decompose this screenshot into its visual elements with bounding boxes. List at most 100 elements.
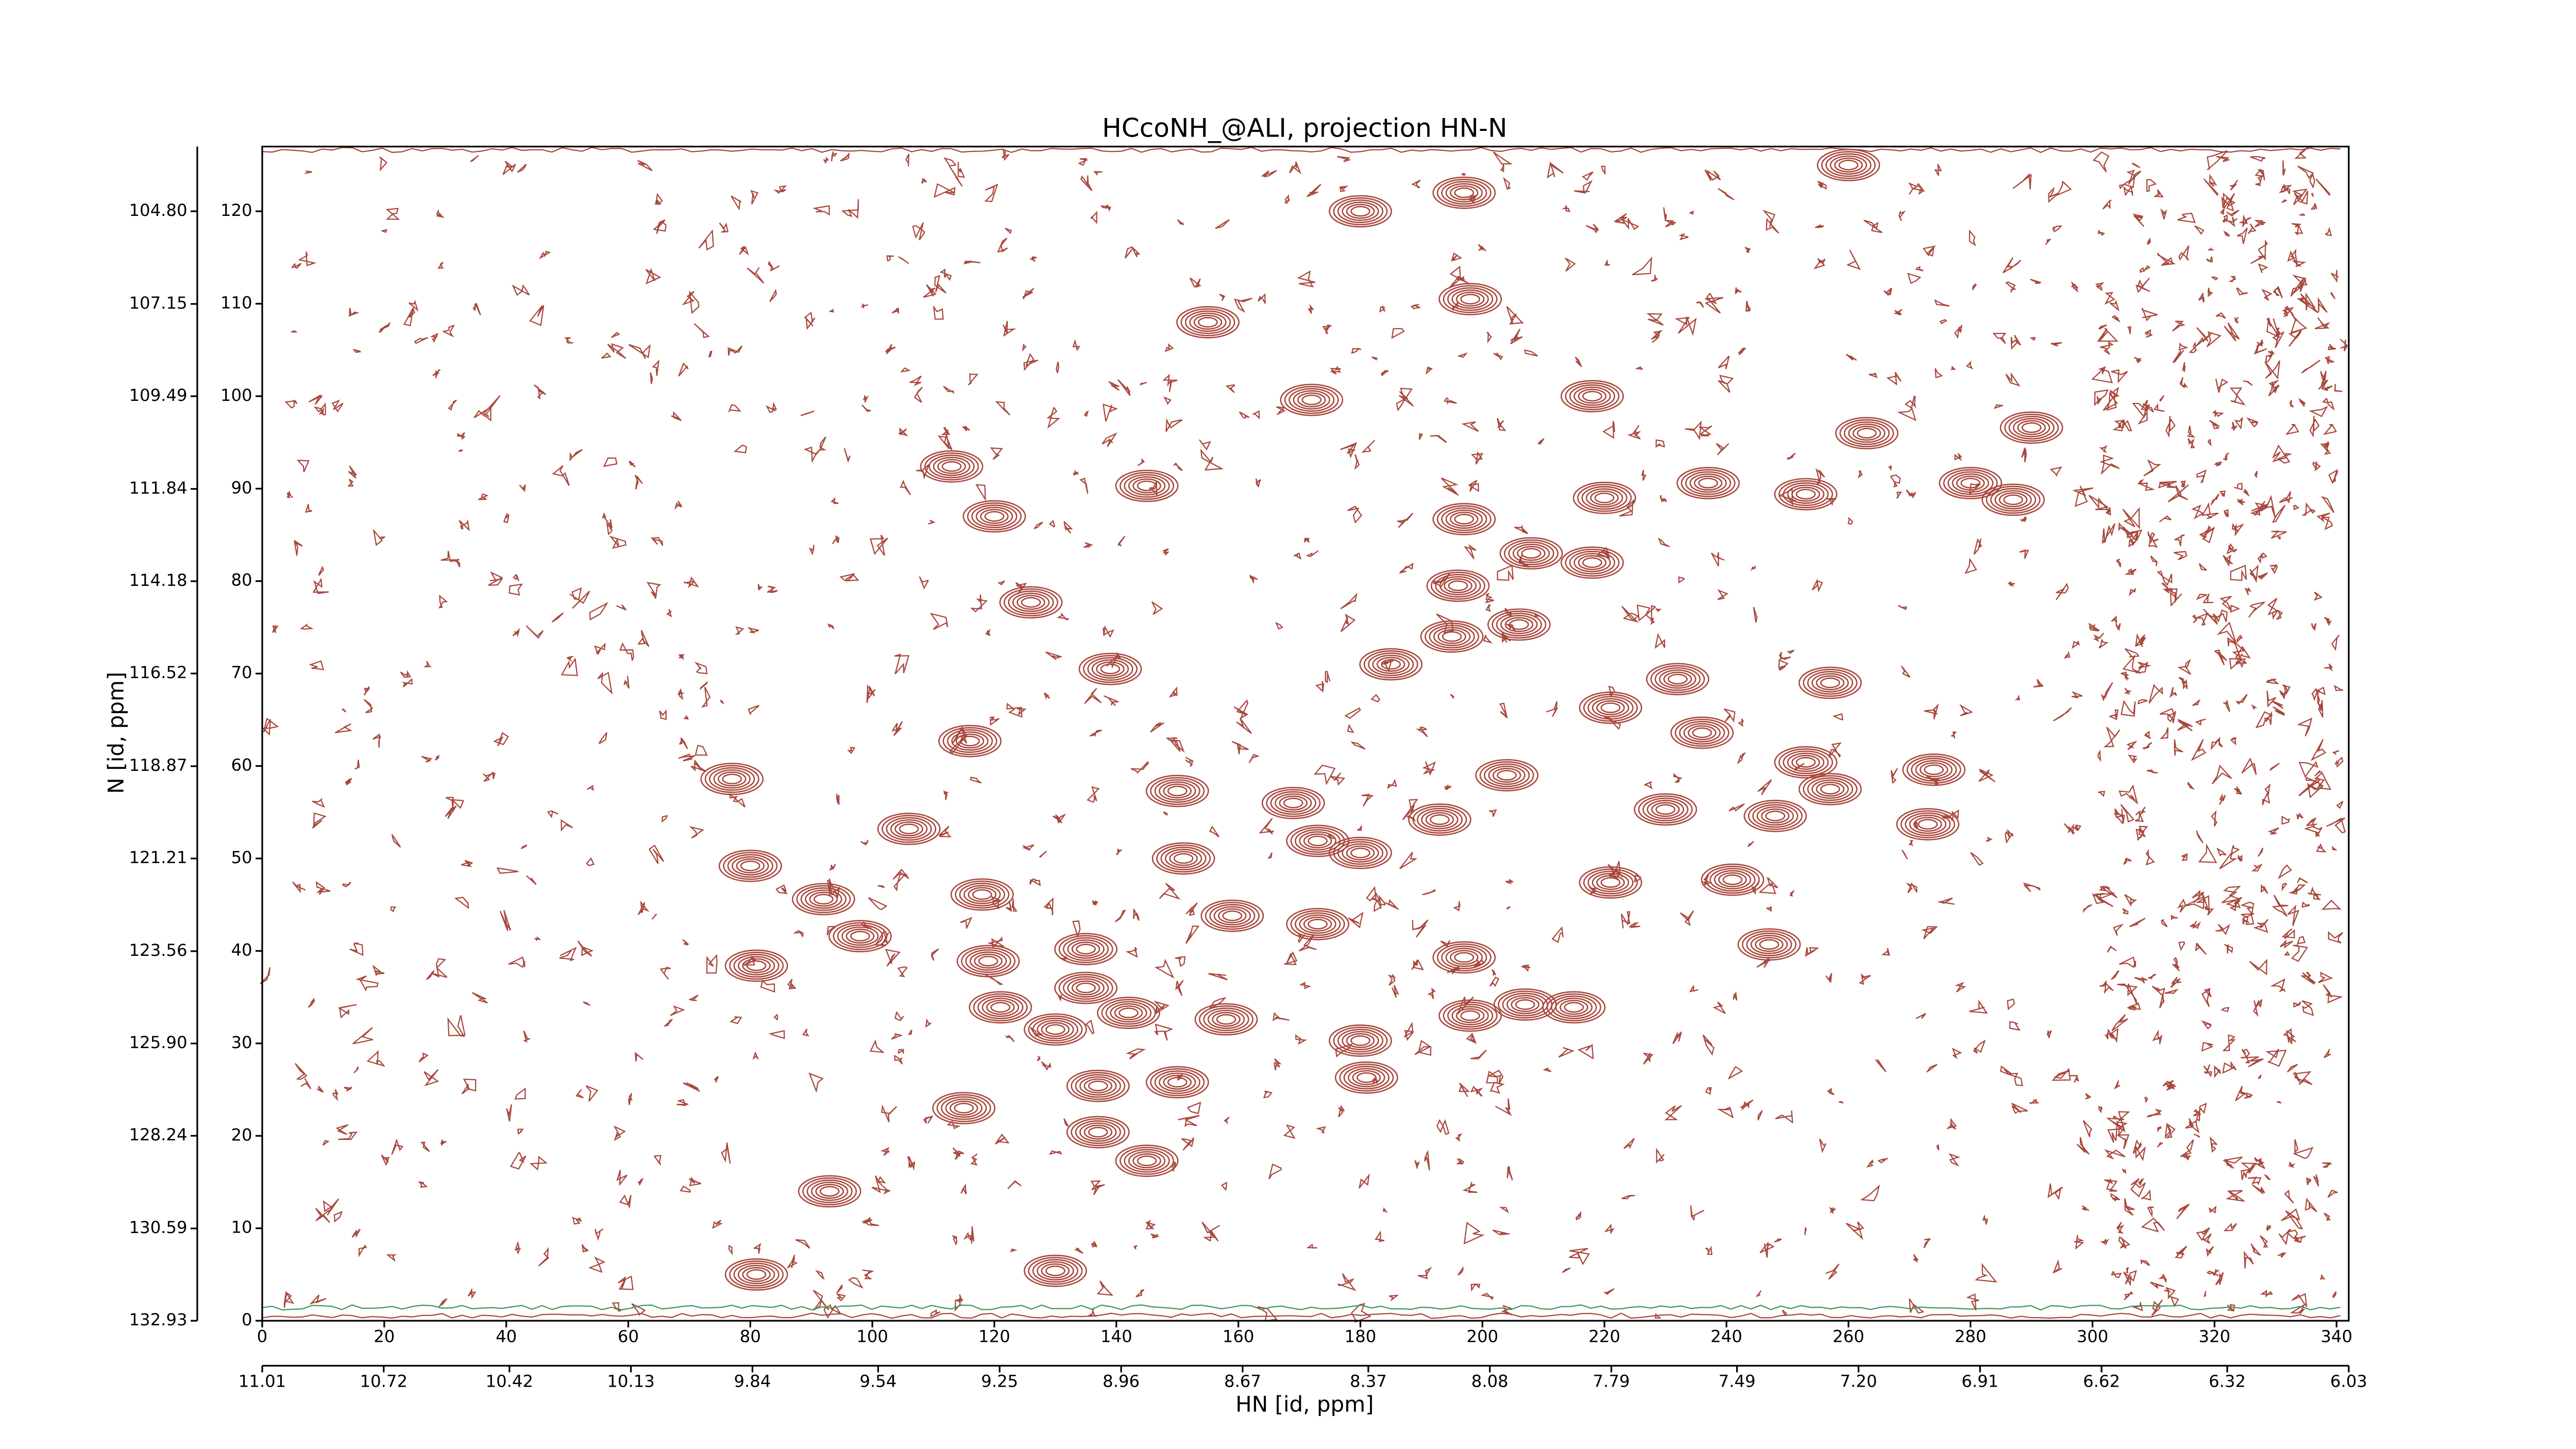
noise-contour [2286, 1030, 2296, 1043]
contour-ring [1342, 1031, 1379, 1051]
peak [1078, 652, 1142, 685]
noise-contour [2146, 769, 2158, 774]
noise-contour [2157, 1125, 2162, 1133]
contour-ring [723, 852, 778, 880]
noise-contour [739, 246, 749, 256]
noise-contour [2295, 884, 2307, 893]
noise-contour [2115, 623, 2121, 631]
noise-contour [1165, 737, 1185, 753]
noise-contour [1497, 565, 1514, 581]
noise-contour [1814, 258, 1826, 269]
noise-contour [2045, 239, 2052, 245]
noise-contour [2220, 207, 2225, 215]
contour-ring [1756, 806, 1794, 826]
noise-contour [2307, 781, 2321, 799]
peak [877, 813, 941, 845]
noise-contour [1506, 1166, 1513, 1181]
noise-contour [619, 1194, 632, 1209]
noise-contour [1733, 991, 1738, 1001]
noise-contour [1074, 1248, 1083, 1254]
noise-contour [594, 643, 606, 655]
contour-ring [1193, 314, 1223, 330]
noise-contour [1313, 764, 1336, 786]
noise-contour [1766, 217, 1780, 234]
noise-contour [2331, 269, 2339, 283]
contour-ring [924, 452, 979, 481]
noise-contour [795, 1239, 810, 1249]
noise-contour [1411, 179, 1421, 189]
noise-contour [823, 157, 829, 164]
contour-ring [1504, 617, 1534, 632]
noise-contour [1491, 969, 1497, 976]
noise-contour [2264, 711, 2273, 725]
noise-contour [1125, 246, 1140, 259]
noise-contour [1506, 906, 1512, 910]
noise-contour [2230, 737, 2237, 746]
noise-contour [2320, 1274, 2326, 1280]
noise-contour [1655, 1313, 1662, 1319]
contour-ring [1488, 765, 1526, 785]
noise-contour [2320, 370, 2327, 386]
noise-contour [2234, 317, 2239, 325]
noise-contour [423, 661, 432, 668]
contour-ring [1016, 595, 1045, 610]
contour-ring [1350, 206, 1370, 217]
noise-contour [1901, 849, 1908, 860]
contour-ring [1492, 610, 1547, 639]
noise-contour [2316, 843, 2327, 853]
noise-contour [260, 967, 270, 984]
noise-contour [2323, 424, 2337, 435]
noise-contour [2309, 406, 2328, 417]
noise-contour [2272, 895, 2289, 917]
noise-contour [1108, 381, 1120, 391]
noise-contour [2127, 326, 2131, 334]
contour-ring [1445, 509, 1483, 529]
contour-ring [977, 995, 1024, 1019]
noise-contour [2266, 678, 2279, 684]
noise-contour [1293, 552, 1302, 560]
contour-ring [1596, 700, 1625, 716]
noise-contour [2299, 213, 2306, 216]
contour-ring [792, 883, 855, 916]
noise-contour [960, 917, 973, 929]
noise-contour [1165, 418, 1183, 432]
noise-contour [1043, 897, 1054, 916]
noise-contour [2291, 223, 2302, 228]
contour-ring [1499, 537, 1563, 570]
contour-ring [1596, 875, 1625, 890]
noise-contour [2283, 305, 2297, 322]
contour-ring [1492, 767, 1521, 783]
contour-ring [1560, 1000, 1588, 1015]
contour-ring [1432, 503, 1496, 535]
noise-contour [1052, 814, 1062, 824]
contour-ring [1128, 476, 1166, 496]
noise-contour [2164, 1287, 2176, 1300]
noise-contour [2321, 900, 2342, 910]
contour-ring [850, 931, 870, 942]
contour-ring [1795, 488, 1816, 500]
y2-tick-label: 111.84 [129, 478, 187, 498]
noise-contour [1969, 229, 1976, 246]
noise-contour [2306, 1177, 2312, 1185]
noise-contour [2294, 1139, 2299, 1154]
contour-ring [1573, 386, 1611, 406]
noise-contour [748, 705, 760, 716]
noise-contour [1022, 344, 1027, 352]
contour-ring [1755, 937, 1784, 952]
noise-contour [1022, 844, 1035, 851]
noise-contour [1444, 784, 1452, 790]
noise-contour [1063, 521, 1073, 534]
noise-contour [2188, 438, 2195, 449]
noise-contour [337, 1004, 357, 1019]
noise-contour [2214, 736, 2223, 748]
noise-contour [1130, 761, 1149, 774]
noise-contour [1416, 726, 1428, 737]
noise-contour [929, 613, 948, 630]
noise-contour [1621, 1194, 1635, 1200]
peak [1176, 306, 1240, 339]
noise-contour [628, 344, 651, 360]
noise-contour [437, 262, 444, 269]
contour-ring [1582, 391, 1602, 402]
noise-contour [1651, 330, 1663, 340]
